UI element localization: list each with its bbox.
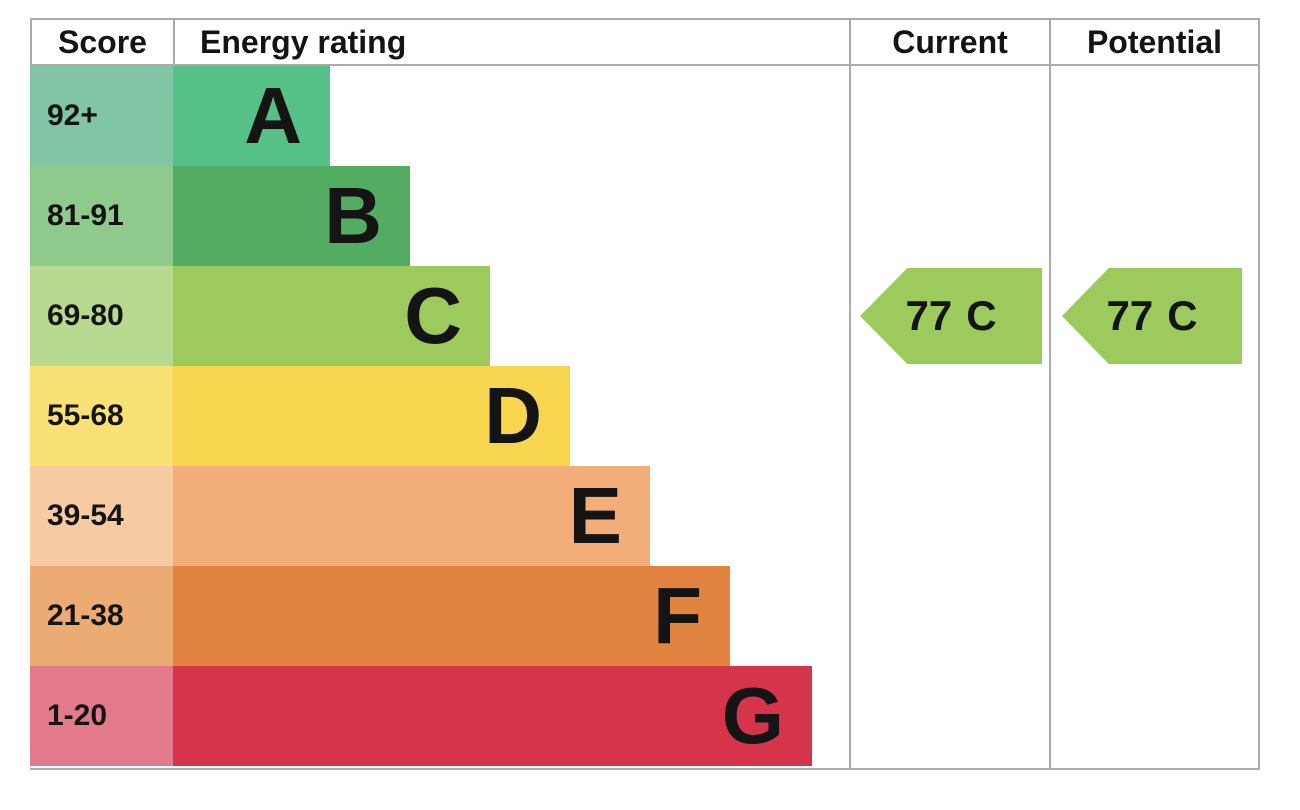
score-column-header: Score bbox=[58, 23, 147, 60]
rating-band-row: 92+ A bbox=[30, 66, 849, 166]
grade-letter: F bbox=[653, 571, 702, 660]
current-rating-arrow: 77 C bbox=[860, 268, 1042, 364]
potential-rating-column: 77 C bbox=[1049, 66, 1258, 768]
rating-band-row: 81-91 B bbox=[30, 166, 849, 266]
rating-band-row: 55-68 D bbox=[30, 366, 849, 466]
rating-bar: B bbox=[173, 166, 410, 266]
current-column-header: Current bbox=[849, 20, 1049, 64]
rating-band-row: 21-38 F bbox=[30, 566, 849, 666]
score-range-label: 39-54 bbox=[30, 466, 173, 566]
score-range-label: 1-20 bbox=[30, 666, 173, 766]
score-range-label: 69-80 bbox=[30, 266, 173, 366]
score-range-label: 92+ bbox=[30, 66, 173, 166]
rating-band-row: 69-80 C bbox=[30, 266, 849, 366]
current-rating-grade: C bbox=[966, 292, 997, 339]
chart-body: 92+ A 81-91 B 69-80 C 55-68 D 39-54 E 21-38 F 1-20 G … bbox=[30, 66, 1260, 770]
epc-energy-rating-chart: Score Energy rating Current Potential 92… bbox=[30, 18, 1260, 770]
energy-rating-column-header: Energy rating bbox=[173, 20, 849, 64]
rating-bar: F bbox=[173, 566, 730, 666]
potential-rating-grade: C bbox=[1167, 292, 1198, 339]
current-rating-column: 77 C bbox=[849, 66, 1049, 768]
rating-bar: E bbox=[173, 466, 650, 566]
grade-letter: E bbox=[568, 471, 622, 560]
rating-band-row: 1-20 G bbox=[30, 666, 849, 766]
score-range-label: 21-38 bbox=[30, 566, 173, 666]
rating-band-row: 39-54 E bbox=[30, 466, 849, 566]
current-rating-value: 77 bbox=[905, 292, 953, 339]
grade-letter: D bbox=[484, 371, 542, 460]
potential-column-header: Potential bbox=[1049, 20, 1258, 64]
potential-rating-value: 77 bbox=[1106, 292, 1154, 339]
chart-header-row: Score Energy rating Current Potential bbox=[30, 18, 1260, 66]
rating-bar: D bbox=[173, 366, 570, 466]
rating-bar: G bbox=[173, 666, 812, 766]
grade-letter: G bbox=[721, 671, 784, 760]
score-range-label: 81-91 bbox=[30, 166, 173, 266]
rating-bar: A bbox=[173, 66, 330, 166]
grade-letter: C bbox=[404, 271, 462, 360]
score-range-label: 55-68 bbox=[30, 366, 173, 466]
potential-rating-arrow: 77 C bbox=[1062, 268, 1242, 364]
grade-letter: B bbox=[324, 171, 382, 260]
grade-letter: A bbox=[244, 71, 302, 160]
rating-bands: 92+ A 81-91 B 69-80 C 55-68 D 39-54 E 21-38 F 1-20 G bbox=[30, 66, 849, 768]
rating-bar: C bbox=[173, 266, 490, 366]
